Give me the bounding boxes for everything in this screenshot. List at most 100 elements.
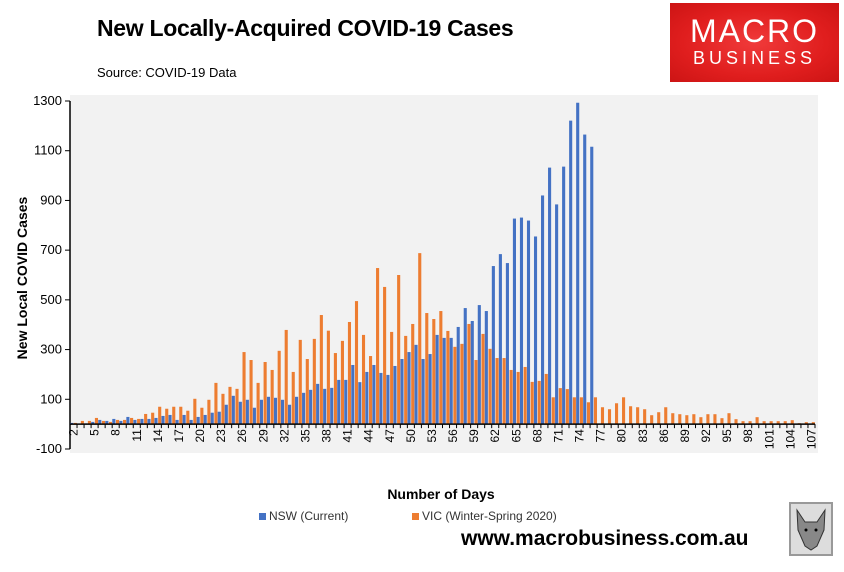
nsw-bar bbox=[526, 220, 531, 425]
x-tick-label: 8 bbox=[109, 429, 123, 436]
nsw-bar bbox=[456, 326, 460, 425]
vic-bar bbox=[558, 388, 562, 425]
nsw-bar bbox=[252, 407, 256, 425]
nsw-bar bbox=[182, 414, 186, 425]
nsw-bar bbox=[91, 421, 95, 425]
vic-bar bbox=[811, 422, 815, 425]
vic-bar bbox=[376, 268, 380, 425]
legend-label-vic: VIC (Winter-Spring 2020) bbox=[422, 509, 557, 523]
x-tick-label: 35 bbox=[298, 429, 312, 443]
nsw-bar bbox=[245, 399, 249, 425]
vic-bar bbox=[706, 414, 710, 425]
y-axis-title: New Local COVID Cases bbox=[14, 196, 30, 359]
nsw-bar bbox=[386, 374, 390, 425]
vic-bar bbox=[776, 421, 780, 425]
y-axis: 1300 1100 900 700 500 300 100 -100 bbox=[33, 93, 71, 456]
bars bbox=[70, 102, 815, 425]
vic-bar bbox=[460, 343, 464, 425]
vic-bar bbox=[347, 321, 352, 425]
vic-bar bbox=[186, 410, 190, 425]
vic-bar bbox=[432, 318, 436, 425]
nsw-bar bbox=[323, 388, 327, 425]
x-tick-label: 38 bbox=[320, 429, 334, 443]
x-tick-label: 65 bbox=[509, 429, 523, 443]
nsw-bar bbox=[358, 382, 362, 425]
nsw-bar bbox=[498, 254, 502, 425]
x-tick-label: 20 bbox=[193, 429, 207, 443]
vic-bar bbox=[390, 331, 394, 425]
vic-bar bbox=[425, 313, 429, 425]
legend-swatch-nsw bbox=[259, 513, 266, 520]
nsw-bar bbox=[548, 167, 552, 425]
x-tick-label: 98 bbox=[741, 429, 755, 443]
nsw-bar bbox=[484, 311, 488, 425]
nsw-bar bbox=[583, 134, 587, 425]
vic-bar bbox=[130, 417, 134, 425]
vic-bar bbox=[298, 339, 302, 425]
nsw-bar bbox=[351, 364, 355, 425]
x-tick-label: 26 bbox=[235, 429, 249, 443]
x-tick-label: 77 bbox=[594, 429, 608, 443]
vic-bar bbox=[361, 334, 366, 425]
nsw-bar bbox=[414, 344, 418, 425]
nsw-bar bbox=[112, 418, 116, 425]
chart-source: Source: COVID-19 Data bbox=[97, 65, 237, 80]
vic-bar bbox=[636, 407, 640, 425]
nsw-bar bbox=[407, 352, 411, 425]
vic-bar bbox=[579, 397, 583, 425]
vic-bar bbox=[495, 358, 499, 425]
chart-title: New Locally-Acquired COVID-19 Cases bbox=[97, 15, 514, 41]
nsw-bar bbox=[533, 236, 538, 425]
nsw-bar bbox=[133, 419, 137, 425]
vic-bar bbox=[305, 359, 309, 425]
vic-bar bbox=[284, 329, 288, 425]
x-tick-label: 32 bbox=[277, 429, 291, 443]
vic-bar bbox=[727, 413, 731, 425]
nsw-bar bbox=[287, 404, 292, 425]
nsw-bar bbox=[555, 204, 559, 425]
nsw-bar bbox=[365, 371, 369, 425]
nsw-bar bbox=[393, 365, 397, 425]
x-tick-label: 62 bbox=[488, 429, 502, 443]
nsw-bar bbox=[105, 420, 109, 425]
x-axis: 2 5 8 11 14 17 20 23 26 29 32 35 38 41 44 47 50 53 56 59 62 6… bbox=[67, 423, 818, 449]
nsw-bar bbox=[302, 392, 306, 425]
vic-bar bbox=[228, 386, 232, 425]
vic-bar bbox=[544, 373, 548, 425]
vic-bar bbox=[523, 366, 527, 425]
vic-bar bbox=[80, 420, 84, 425]
x-tick-label: 44 bbox=[362, 429, 376, 443]
vic-bar bbox=[467, 323, 471, 425]
vic-bar bbox=[256, 382, 260, 425]
x-tick-label: 107 bbox=[804, 429, 818, 449]
y-tick-label: 100 bbox=[40, 391, 62, 406]
vic-bar bbox=[629, 406, 633, 425]
vic-bar bbox=[214, 382, 218, 425]
nsw-bar bbox=[175, 419, 179, 425]
vic-bar bbox=[235, 388, 239, 425]
vic-bar bbox=[664, 407, 668, 425]
nsw-bar bbox=[168, 414, 172, 425]
x-tick-label: 47 bbox=[383, 429, 397, 443]
legend-vic: VIC (Winter-Spring 2020) bbox=[412, 509, 557, 523]
vic-bar bbox=[565, 389, 569, 425]
vic-bar bbox=[643, 409, 647, 425]
nsw-bar bbox=[316, 383, 320, 425]
vic-bar bbox=[713, 414, 717, 425]
vic-bar bbox=[115, 419, 120, 425]
nsw-bar bbox=[562, 166, 566, 425]
vic-bar bbox=[586, 402, 590, 425]
vic-bar bbox=[678, 414, 682, 425]
nsw-bar bbox=[161, 415, 165, 425]
vic-bar bbox=[193, 398, 197, 425]
nsw-bar bbox=[344, 379, 348, 425]
vic-bar bbox=[418, 253, 422, 425]
vic-bar bbox=[207, 399, 211, 425]
nsw-bar bbox=[238, 401, 242, 425]
nsw-bar bbox=[119, 420, 123, 425]
vic-bar bbox=[144, 413, 148, 425]
y-tick-label: -100 bbox=[36, 441, 62, 456]
vic-bar bbox=[551, 397, 555, 425]
vic-bar bbox=[200, 407, 204, 425]
